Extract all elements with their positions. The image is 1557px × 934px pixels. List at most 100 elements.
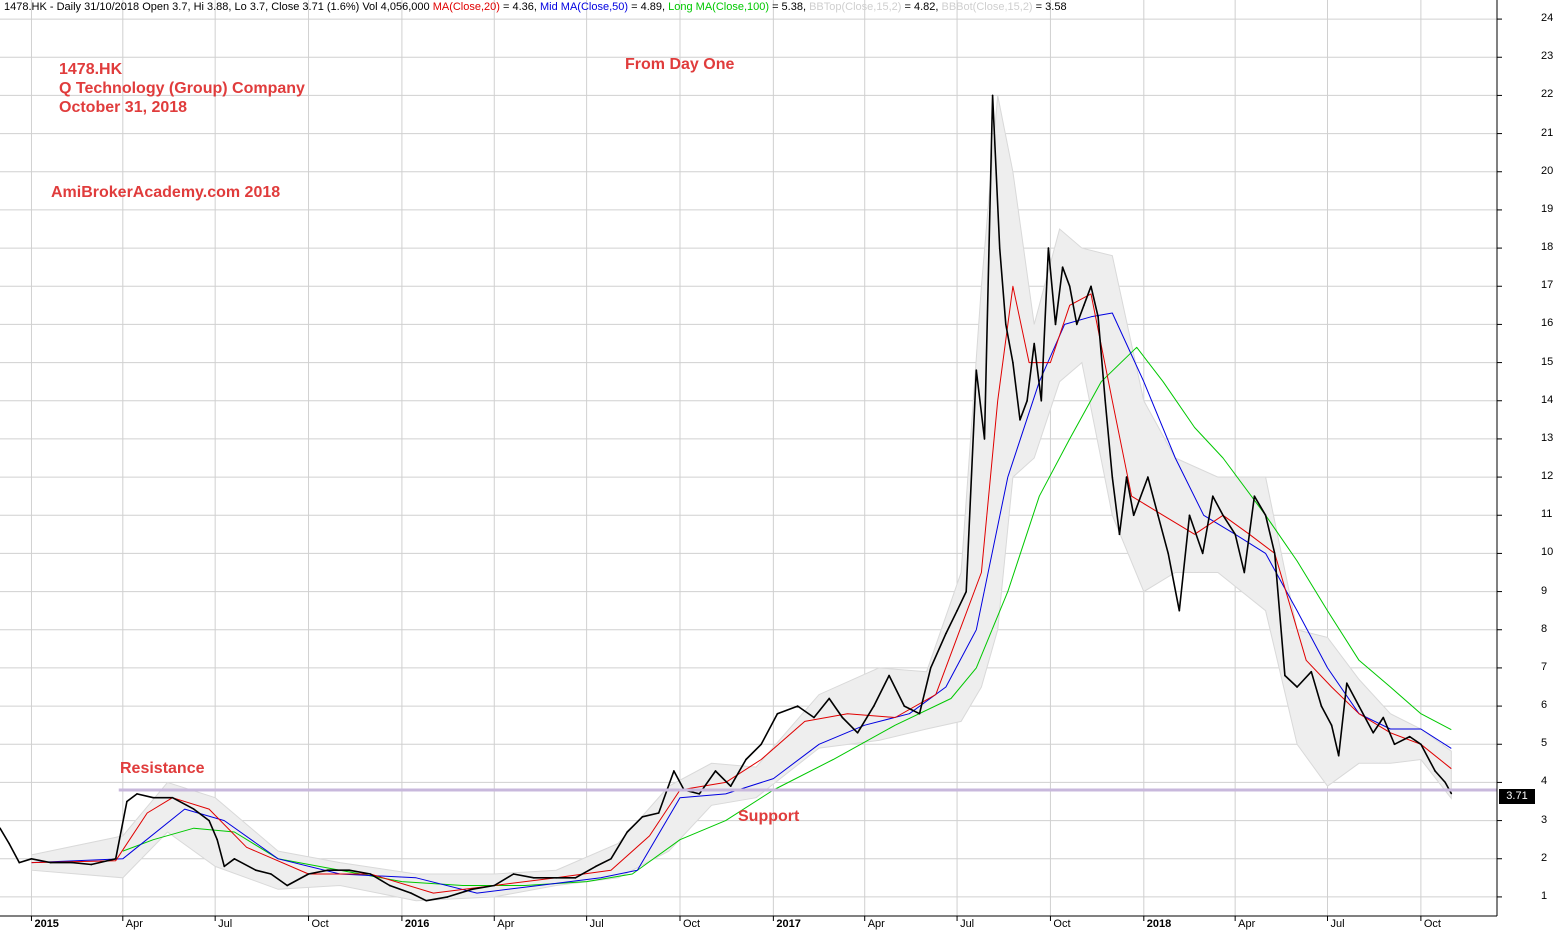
header-bbbot-value: = 3.58 [1035,1,1067,13]
close-price-point [1253,495,1256,497]
close-price-point [1320,705,1323,707]
close-price-point [983,438,986,440]
y-tick-label: 21 [1541,126,1554,139]
y-tick-label: 15 [1541,355,1554,368]
close-price-point [1345,682,1348,684]
tick-marks [30,18,1502,921]
ma20-line [31,285,1452,894]
header-ma50-label: Mid MA(Close,50) [540,1,629,13]
close-price-point [1178,609,1181,612]
close-price-point [1450,792,1453,795]
y-tick-label: 3 [1541,813,1548,826]
close-price-point [410,892,412,894]
close-price-point [555,877,557,879]
close-price-point [136,793,138,795]
y-tick-label: 17 [1541,279,1554,292]
close-price-point [114,857,117,860]
x-tick-label: Jul [589,918,604,930]
x-tick-label: Jul [218,918,233,930]
y-tick-label: 20 [1541,164,1554,177]
close-price-point [998,247,1001,249]
resistance-annotation: Resistance [120,760,205,777]
support-annotation: Support [738,808,800,825]
close-price-point [929,667,932,669]
close-price-point [1393,743,1396,746]
close-price-point [641,815,644,818]
close-price-point [1125,476,1128,478]
close-price-point [1061,266,1064,268]
x-tick-label: Apr [1238,918,1256,930]
close-price-point [1118,533,1121,536]
close-price-point [1033,342,1035,345]
close-price-point [1076,323,1078,326]
close-price-point [1097,315,1099,318]
close-price-point [796,705,799,707]
close-price-point [1234,533,1236,536]
close-price-point [1358,705,1360,707]
close-price-point [1434,770,1436,772]
close-price-point [1026,399,1028,402]
y-tick-label: 9 [1541,584,1548,597]
close-price-point [1444,781,1447,784]
close-price-point [1167,552,1169,555]
close-price-point [1047,247,1050,249]
close-price-point [918,712,921,715]
close-price-point [30,857,33,860]
close-price-point [493,884,496,887]
y-tick-label: 1 [1541,889,1548,902]
close-price-point [1157,514,1159,517]
y-tick-label: 4 [1541,775,1548,788]
close-price-point [533,877,535,879]
close-price-point [8,842,10,845]
close-price-point [698,793,701,795]
close-price-point [956,609,958,612]
header-bbtop-value: = 4.82, [904,1,939,13]
close-price-point [574,877,577,879]
x-tick-label: Apr [125,918,143,930]
y-tick-label: 8 [1541,622,1548,635]
y-tick-label: 6 [1541,699,1548,712]
close-price-point [1382,716,1385,719]
close-price-point [1132,514,1135,517]
x-tick-label: Oct [311,918,329,930]
close-price-point [714,770,717,772]
close-price-point [471,888,473,891]
y-tick-label: 23 [1541,50,1554,63]
date-annotation: October 31, 2018 [59,99,188,116]
close-price-point [1273,552,1276,555]
close-price-point [1284,674,1286,677]
close-price-point [813,716,815,719]
y-tick-label: 11 [1541,508,1553,521]
close-price-point [1222,514,1224,517]
close-price-point [1372,732,1374,734]
close-price-point [1330,724,1333,726]
close-price-point [657,812,660,814]
close-price-point [90,863,93,866]
close-price-point [1004,323,1007,326]
close-price-point [1054,323,1057,326]
close-price-line [0,94,1453,902]
close-price-point [71,861,73,864]
header-ma100-label: Long MA(Close,100) [668,1,770,13]
close-price-point [270,873,272,875]
close-price-point [171,796,174,799]
ticker-annotation: 1478.HK [59,61,123,78]
y-tick-label: 7 [1541,660,1548,673]
y-tick-label: 12 [1541,470,1554,483]
y-tick-label: 19 [1541,202,1554,215]
close-price-point [888,674,890,677]
close-price-point [991,94,994,97]
close-price-point [626,831,629,833]
close-price-point [776,712,779,715]
close-price-point [1310,670,1313,673]
close-price-point [903,705,906,707]
bollinger-band [31,95,1452,902]
x-tick-label: 2017 [776,918,801,930]
close-price-point [223,865,226,868]
close-price-point [327,869,329,871]
header-bbtop-label: BBTop(Close,15,2) [809,1,902,13]
close-price-point [1040,399,1043,402]
close-price-point [975,369,978,372]
x-tick-label: Jul [960,918,975,930]
